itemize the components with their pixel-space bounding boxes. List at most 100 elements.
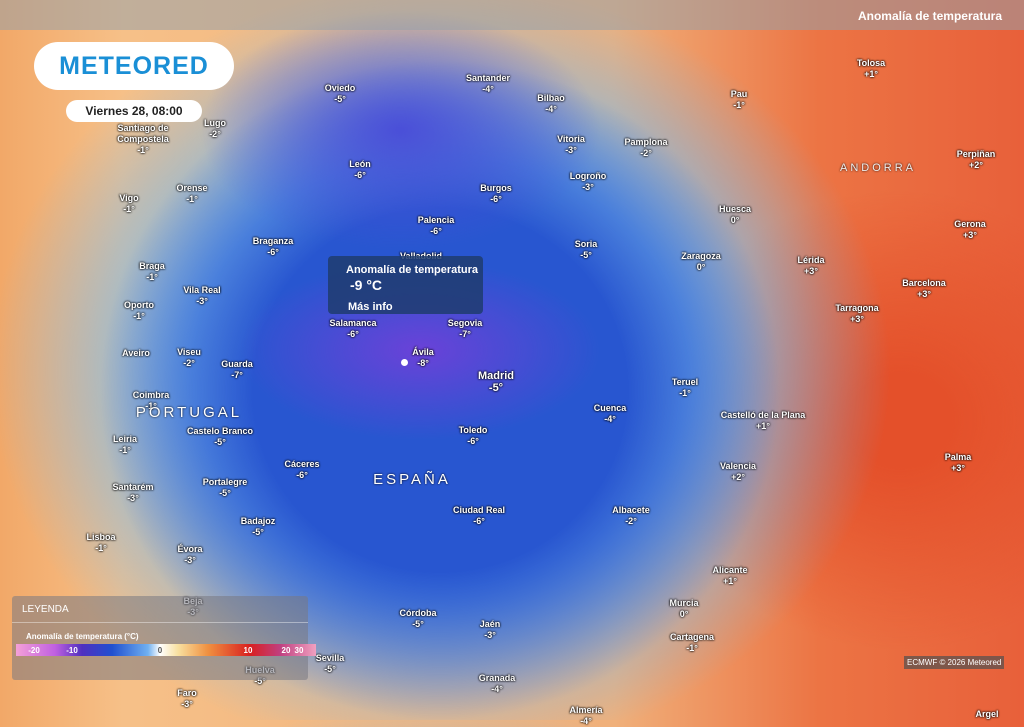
city-label: Lugo -2°	[204, 118, 226, 140]
city-label: Burgos -6°	[480, 183, 512, 205]
city-value: -4°	[482, 84, 494, 94]
city-value: 0°	[696, 262, 706, 272]
city-label: Jaén -3°	[480, 619, 501, 641]
city-label: Vitoria -3°	[557, 134, 585, 156]
city-name: Cuenca	[593, 403, 627, 413]
city-label: Valencia +2°	[720, 461, 756, 483]
city-value: 0°	[679, 609, 689, 619]
city-label: Salamanca -6°	[329, 318, 376, 340]
city-value: +1°	[864, 69, 878, 79]
city-label: Soria -5°	[575, 239, 598, 261]
city-name: Castelló de la Plana	[720, 410, 806, 420]
layer-title[interactable]: Anomalía de temperatura	[857, 9, 1002, 23]
city-label: Sevilla -5°	[316, 653, 345, 675]
city-name: Coimbra	[132, 390, 170, 400]
city-name: Jaén	[479, 619, 501, 629]
city-name: Granada	[478, 673, 516, 683]
city-value: +3°	[963, 230, 977, 240]
city-value: -2°	[640, 148, 652, 158]
city-value: -5°	[214, 437, 226, 447]
city-value: -6°	[467, 436, 479, 446]
city-name: Santander	[465, 73, 511, 83]
city-label: Argel	[975, 709, 998, 720]
city-value: -4°	[545, 104, 557, 114]
tooltip-value: -9 °C	[350, 277, 383, 293]
city-value: -7°	[459, 329, 471, 339]
city-label: Madrid -5°	[478, 370, 514, 394]
city-name: Lugo	[204, 118, 226, 128]
city-label: Coimbra -1°	[133, 390, 170, 412]
city-label: Bilbao -4°	[537, 93, 565, 115]
legend-gradient	[16, 644, 316, 656]
city-label: Córdoba -5°	[400, 608, 437, 630]
city-name: León	[349, 159, 371, 169]
city-name: Guarda	[221, 359, 253, 369]
city-name: Lérida	[797, 255, 825, 265]
city-value: -1°	[137, 145, 149, 155]
city-label: Huesca 0°	[719, 204, 751, 226]
city-name: Pamplona	[624, 137, 668, 147]
city-label: Oporto -1°	[124, 300, 154, 322]
city-name: Tolosa	[856, 58, 886, 68]
city-label: Faro -3°	[177, 688, 197, 710]
city-value: -6°	[347, 329, 359, 339]
city-value: -5°	[488, 382, 504, 394]
city-label: Perpiñan +2°	[957, 149, 996, 171]
city-name: Bilbao	[537, 93, 565, 103]
city-value: -6°	[296, 470, 308, 480]
city-label: Guarda -7°	[221, 359, 253, 381]
city-label: Braga -1°	[139, 261, 165, 283]
more-info-link[interactable]: Más info	[348, 301, 393, 313]
legend-tick: 0	[157, 646, 163, 655]
city-label: Cáceres -6°	[284, 459, 319, 481]
city-value: -1°	[686, 643, 698, 653]
city-label: Pau -1°	[731, 89, 748, 111]
city-name: Pau	[730, 89, 748, 99]
city-name: Castelo Branco	[186, 426, 254, 436]
city-label: Segovia -7°	[448, 318, 483, 340]
city-value: +2°	[731, 472, 745, 482]
legend-tick: 10	[243, 646, 253, 655]
city-name: Argel	[975, 709, 999, 719]
city-name: Braga	[139, 261, 165, 271]
city-value: -3°	[196, 296, 208, 306]
city-label: Castelló de la Plana +1°	[721, 410, 806, 432]
legend-tick: 30	[294, 646, 304, 655]
city-value: -6°	[430, 226, 442, 236]
city-name: Santarém	[112, 482, 154, 492]
legend-tick: 20	[281, 646, 291, 655]
city-value: -5°	[334, 94, 346, 104]
selected-point	[401, 359, 408, 366]
city-name: Gerona	[954, 219, 986, 229]
city-label: Palma +3°	[945, 452, 972, 474]
city-value: +2°	[969, 160, 983, 170]
logo[interactable]: METEORED	[34, 42, 234, 90]
city-value: -1°	[679, 388, 691, 398]
city-value: -5°	[219, 488, 231, 498]
city-label: Pamplona -2°	[624, 137, 667, 159]
city-label: Tolosa +1°	[857, 58, 885, 80]
city-name: Orense	[176, 183, 208, 193]
city-label: Leiria -1°	[113, 434, 137, 456]
city-value: -3°	[127, 493, 139, 503]
city-label: Portalegre -5°	[203, 477, 248, 499]
city-name: Portalegre	[202, 477, 248, 487]
city-label: Palencia -6°	[418, 215, 455, 237]
city-value: +1°	[756, 421, 770, 431]
date-pill[interactable]: Viernes 28, 08:00	[66, 100, 202, 122]
city-value: 0°	[730, 215, 740, 225]
city-value: -2°	[209, 129, 221, 139]
city-label: Granada -4°	[479, 673, 516, 695]
city-label: Castelo Branco -5°	[187, 426, 253, 448]
legend-title: LEYENDA	[22, 604, 69, 615]
city-label: Almería -4°	[569, 705, 602, 727]
city-label: Orense -1°	[176, 183, 207, 205]
city-name: Alicante	[712, 565, 748, 575]
legend[interactable]: LEYENDA Anomalía de temperatura (°C) -20…	[12, 596, 316, 680]
legend-tick: -10	[66, 646, 78, 655]
city-label: Zaragoza 0°	[681, 251, 721, 273]
city-value: -1°	[146, 272, 158, 282]
city-name: Palma	[944, 452, 972, 462]
top-bar: Anomalía de temperatura	[0, 0, 1024, 30]
